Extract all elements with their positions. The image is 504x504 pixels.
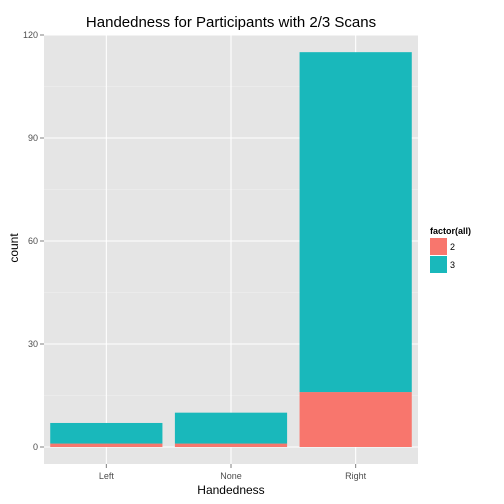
bar-none-series-2 — [174, 443, 288, 447]
legend-title: factor(all) — [430, 226, 471, 236]
bar-none-series-3 — [174, 412, 288, 444]
x-tick-label-none: None — [220, 471, 242, 481]
legend-label-2: 2 — [450, 242, 455, 252]
bar-left-series-2 — [50, 443, 163, 447]
legend-key-3 — [430, 256, 447, 273]
y-tick-label: 30 — [28, 339, 38, 349]
bar-left-series-3 — [50, 422, 163, 444]
x-tick-label-left: Left — [99, 471, 115, 481]
y-tick-label: 120 — [23, 30, 38, 40]
y-axis-title: count — [7, 233, 21, 263]
bars — [50, 52, 412, 447]
y-tick-label: 0 — [33, 442, 38, 452]
chart-title: Handedness for Participants with 2/3 Sca… — [86, 14, 376, 31]
x-axis: Left None Right — [99, 464, 367, 481]
legend: factor(all) 2 3 — [430, 226, 471, 273]
bar-right-series-2 — [299, 392, 412, 447]
bar-right-series-3 — [299, 52, 412, 393]
y-tick-label: 60 — [28, 236, 38, 246]
legend-key-2 — [430, 238, 447, 255]
x-tick-label-right: Right — [345, 471, 367, 481]
legend-label-3: 3 — [450, 260, 455, 270]
y-axis: 0 30 60 90 120 — [23, 30, 44, 452]
x-axis-title: Handedness — [197, 483, 264, 497]
y-tick-label: 90 — [28, 133, 38, 143]
